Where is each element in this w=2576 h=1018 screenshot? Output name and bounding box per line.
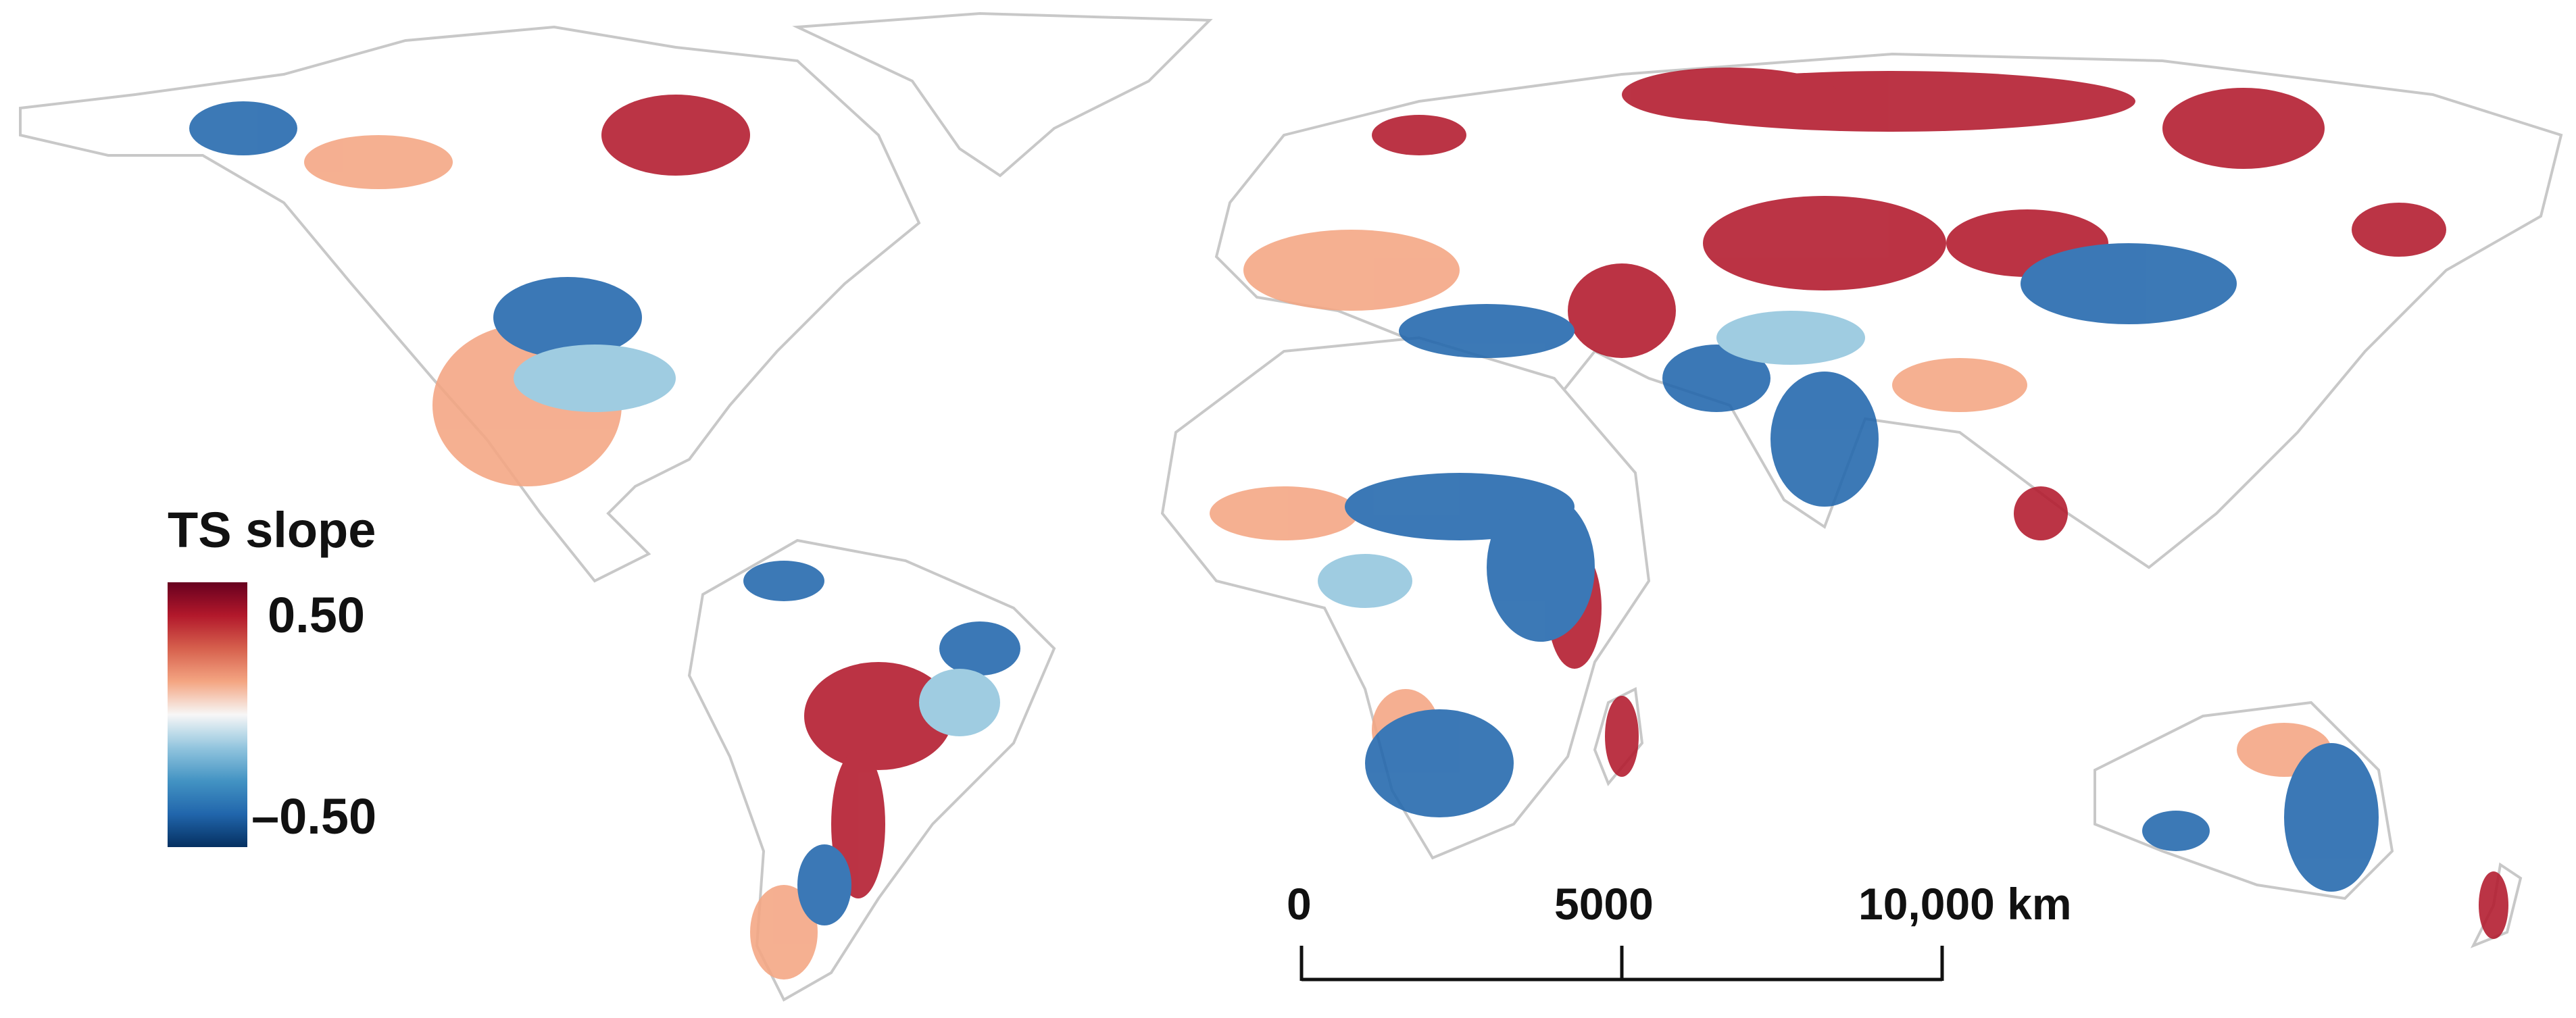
legend-title: TS slope bbox=[168, 502, 376, 558]
scale-label-5000: 5000 bbox=[1554, 879, 1654, 929]
scale-label-10000: 10,000 km bbox=[1858, 879, 2072, 929]
legend-max-label: 0.50 bbox=[268, 587, 366, 643]
slope-data-layer bbox=[189, 68, 2508, 979]
scale-bar bbox=[1299, 946, 1944, 982]
greenland-outline bbox=[792, 11, 1213, 178]
scale-label-0: 0 bbox=[1287, 879, 1312, 929]
legend-min-label: –0.50 bbox=[251, 788, 377, 844]
legend-colorbar bbox=[168, 582, 247, 847]
